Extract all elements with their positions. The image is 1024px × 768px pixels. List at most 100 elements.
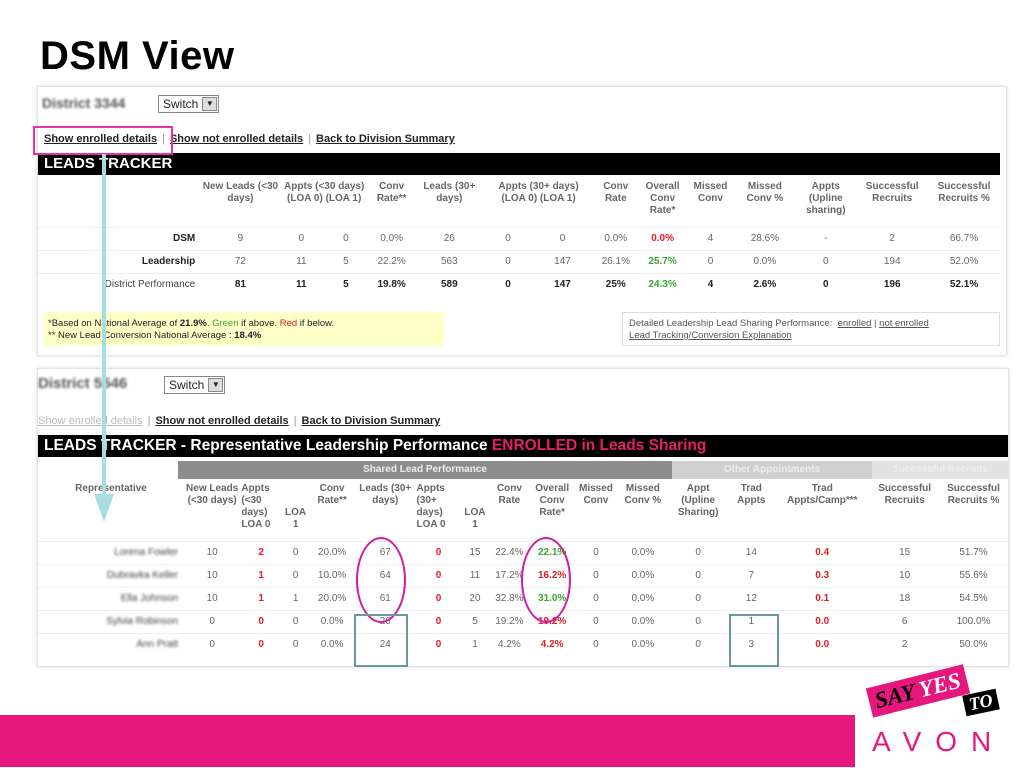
table-cell: - — [795, 226, 857, 250]
enrolled-link[interactable]: enrolled — [837, 318, 872, 329]
table-cell: 0 — [323, 226, 369, 250]
table-cell: 10.0% — [309, 563, 356, 587]
table-cell: 7 — [728, 563, 775, 587]
table-cell: 2 — [856, 226, 929, 250]
leads-highlight-ellipse — [356, 537, 406, 623]
not-enrolled-link[interactable]: not enrolled — [879, 318, 929, 329]
table-row: District Performance 81 11 5 19.8% 589 0 147 25%… — [38, 272, 1000, 296]
note-value: 21.9% — [179, 318, 207, 329]
table-cell: 50.0% — [939, 632, 1008, 656]
table-cell: 0 — [282, 540, 310, 564]
col-appts-30plus-loa1: LOA 1 — [464, 507, 486, 530]
table-cell: 51.7% — [939, 540, 1008, 564]
col-conv-rate-2: Conv Rate — [603, 181, 629, 204]
table-cell: 20.0% — [309, 586, 356, 610]
table-cell: 0 — [667, 632, 729, 656]
show-not-enrolled-link[interactable]: Show not enrolled details — [155, 415, 289, 427]
table-cell: 10 — [184, 563, 241, 587]
leads-tracker-title: LEADS TRACKER - Representative Leadershi… — [44, 437, 492, 454]
table-cell: 54.5% — [939, 586, 1008, 610]
table-cell: 15 — [870, 540, 940, 564]
table-cell: 4 — [686, 272, 735, 296]
say-yes-badge: SAY YES — [865, 664, 970, 718]
table-cell: 0 — [484, 272, 533, 296]
note-text: ** New Lead Conversion National Average … — [48, 330, 235, 341]
representative-performance-panel: District 5546 Switch ▼ Show enrolled det… — [37, 368, 1009, 667]
col-leads-30plus: Leads (30+ days) — [359, 483, 412, 506]
table-cell: 14 — [728, 540, 775, 564]
representative-name[interactable]: Dubravka Keller — [38, 563, 185, 587]
table-cell: 10 — [184, 586, 241, 610]
table-cell: 0.0% — [592, 226, 639, 250]
col-trad-appts-camp: Trad Appts/Camp*** — [786, 483, 858, 506]
leads-tracker-summary-panel: District 3344 Switch ▼ Show enrolled det… — [37, 86, 1007, 356]
district-name: District 3344 — [42, 95, 126, 111]
note-text: if above. — [238, 318, 280, 329]
explanation-link[interactable]: Lead Tracking/Conversion Explanation — [629, 330, 792, 341]
note-text: *Based on National Average of — [48, 318, 180, 329]
table-cell: 19.2% — [488, 609, 531, 633]
table-cell: 4.2% — [530, 632, 575, 656]
back-to-division-link[interactable]: Back to Division Summary — [301, 415, 441, 427]
col-appts-30plus: Appts (30+ days) (LOA 0) (LOA 1) — [498, 181, 579, 204]
col-appts-lt30-loa1: LOA 1 — [285, 507, 307, 530]
col-conv-rate: Conv Rate** — [376, 181, 407, 204]
table-cell: 15 — [461, 540, 489, 564]
table-cell: 0.0% — [617, 632, 668, 656]
table-cell: 10 — [870, 563, 940, 587]
table-cell: 0.0% — [638, 226, 687, 250]
link-bar-2: Show enrolled details | Show not enrolled … — [38, 415, 441, 427]
switch-dropdown[interactable]: Switch ▼ — [158, 95, 220, 113]
representative-name[interactable]: Ella Johnson — [38, 586, 185, 610]
switch-dropdown-2[interactable]: Switch ▼ — [164, 376, 226, 394]
table-cell: 10 — [184, 540, 241, 564]
table-cell: 0 — [240, 632, 283, 656]
table-cell: 12 — [728, 586, 775, 610]
logo-avon: AVON — [872, 726, 1006, 757]
table-cell: 0 — [574, 609, 618, 633]
col-missed-conv: Missed Conv — [693, 181, 728, 204]
notes-box: *Based on National Average of 21.9%. Gre… — [44, 312, 444, 346]
col-successful-recruits-pct: Successful Recruits % — [947, 483, 1000, 506]
table-cell: 563 — [414, 249, 485, 273]
show-not-enrolled-link[interactable]: Show not enrolled details — [169, 133, 304, 145]
table-cell: 2.6% — [734, 272, 796, 296]
leads-tracker-header-2: LEADS TRACKER - Representative Leadershi… — [38, 435, 1008, 457]
table-cell: 11 — [279, 272, 324, 296]
page-title: DSM View — [40, 34, 235, 78]
table-cell: 0.4 — [774, 540, 871, 564]
representative-name[interactable]: Lorena Fowler — [38, 540, 185, 564]
logo-say: SAY — [872, 679, 918, 714]
row-label: Leadership — [38, 249, 202, 273]
table-cell: 1 — [240, 586, 283, 610]
table-cell: 28.6% — [734, 226, 796, 250]
table-cell: 0.0% — [734, 249, 796, 273]
table-cell: 0.0% — [309, 632, 356, 656]
table-cell: 0.0% — [617, 540, 668, 564]
table-cell: 22.2% — [368, 249, 415, 273]
table-cell: 0.0% — [368, 226, 415, 250]
table-cell: 5 — [461, 609, 489, 633]
table-cell: 100.0% — [939, 609, 1008, 633]
row-label: DSM — [38, 226, 202, 250]
table-cell: 26 — [414, 226, 485, 250]
show-enrolled-link[interactable]: Show enrolled details — [38, 415, 143, 427]
back-to-division-link[interactable]: Back to Division Summary — [316, 133, 455, 145]
col-successful-recruits: Successful Recruits — [865, 181, 919, 204]
table-cell: 0 — [184, 609, 241, 633]
representative-name[interactable]: Sylvia Robinson — [38, 609, 185, 633]
switch-label: Switch — [163, 97, 199, 111]
table-cell: 147 — [532, 249, 593, 273]
detail-label: Detailed Leadership Lead Sharing Perform… — [629, 318, 833, 329]
chevron-down-icon: ▼ — [202, 97, 218, 111]
trad-appts-box — [729, 614, 779, 667]
table-cell: 20 — [461, 586, 489, 610]
col-missed-conv: Missed Conv — [578, 483, 613, 506]
representative-name[interactable]: Ann Pratt — [38, 632, 185, 656]
table-cell: 1 — [282, 586, 310, 610]
show-enrolled-link[interactable]: Show enrolled details — [44, 133, 158, 145]
col-overall-conv: Overall Conv Rate* — [645, 181, 680, 216]
table-cell: 0.0 — [774, 632, 871, 656]
table-cell: 0 — [415, 632, 462, 656]
col-successful-recruits: Successful Recruits — [878, 483, 932, 506]
